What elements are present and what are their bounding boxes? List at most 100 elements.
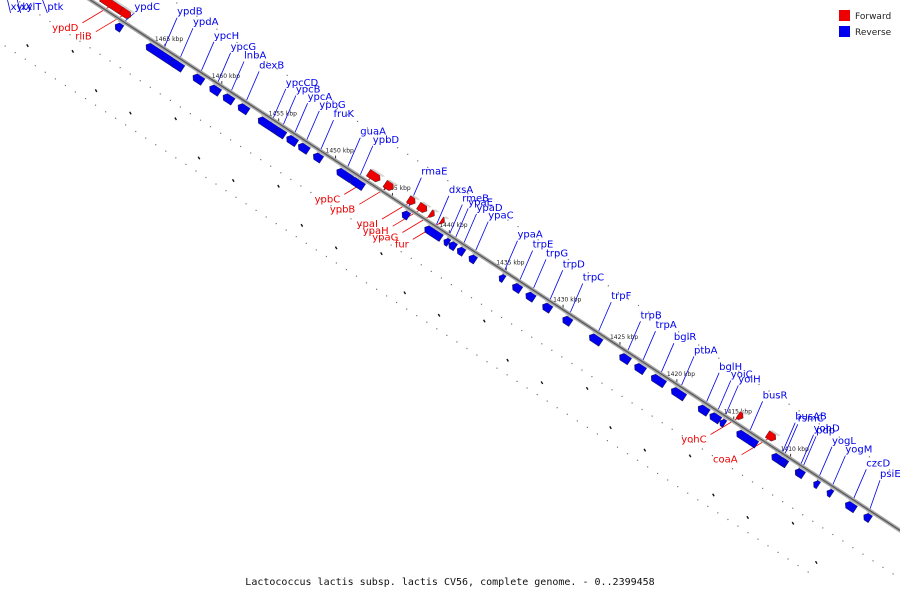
feature-dash [609, 426, 612, 430]
gene-label-ypcH[interactable]: ypcH [214, 31, 239, 42]
dot [868, 456, 870, 458]
gene-label-trpF[interactable]: trpF [611, 291, 631, 302]
gene-label-lnbA[interactable]: lnbA [244, 51, 266, 62]
dot [607, 285, 609, 287]
dot [848, 443, 850, 445]
gene-label-trpE[interactable]: trpE [533, 240, 554, 251]
gene-label-rsmC[interactable]: rsmC [798, 413, 824, 424]
gene-label-yohD[interactable]: yohD [814, 424, 840, 435]
dot [507, 219, 509, 221]
gene-label-trpA[interactable]: trpA [656, 320, 677, 331]
gene-label-ypaD[interactable]: ypaD [477, 203, 503, 214]
gene-label-yohC[interactable]: yohC [681, 435, 706, 446]
gene-label-ypbG[interactable]: ypbG [319, 100, 345, 111]
gene-label-trpC[interactable]: trpC [583, 273, 604, 284]
gene-label-bglH[interactable]: bglH [719, 362, 742, 373]
gene-label-ypbC[interactable]: ypbC [315, 194, 341, 205]
gene-label-coaA[interactable]: coaA [713, 455, 738, 466]
gene-label-busAB[interactable]: busAB [795, 412, 827, 423]
dot [457, 186, 459, 188]
dot [626, 453, 629, 455]
gene-label-ypbB[interactable]: ypbB [330, 204, 356, 215]
gene-yohC[interactable] [735, 410, 749, 423]
tick-label: 1435 kbp [496, 259, 524, 266]
gene-bevel [740, 410, 749, 415]
gene-label-ypaI[interactable]: ypaI [357, 219, 378, 230]
gene-features [99, 0, 876, 524]
gene-label-ypdD[interactable]: ypdD [52, 23, 79, 34]
dot [29, 7, 31, 9]
feature-dash [482, 319, 486, 323]
gene-label-guaA[interactable]: guaA [360, 127, 386, 138]
tick-label: 1460 kbp [212, 73, 240, 80]
gene-label-bglR[interactable]: bglR [674, 332, 696, 343]
gene-label-ypcA[interactable]: ypcA [308, 92, 333, 103]
gene-label-ptk[interactable]: ptk [47, 2, 63, 13]
dot [84, 98, 87, 100]
gene-label-ypcG[interactable]: ypcG [231, 42, 257, 53]
gene-label-ypaC[interactable]: ypaC [488, 211, 513, 222]
gene-arrow [826, 488, 835, 498]
tick-label: 1410 kbp [781, 446, 809, 453]
gene-label-ypaG[interactable]: ypaG [372, 233, 398, 244]
dot [698, 344, 700, 346]
gene-label-xylT[interactable]: xylT [21, 2, 43, 13]
gene-label-psiE[interactable]: psiE [880, 469, 900, 480]
gene-label-fruK[interactable]: fruK [334, 109, 355, 120]
dot [255, 209, 257, 211]
dot [842, 540, 844, 542]
gene-ypaH[interactable] [416, 200, 432, 215]
dot [430, 270, 432, 272]
gene-coaA[interactable] [764, 429, 781, 444]
gene-label-ptbA[interactable]: ptbA [694, 345, 718, 356]
gene-label-ypdB[interactable]: ypdB [177, 7, 203, 18]
gene-label-ypdA[interactable]: ypdA [193, 17, 219, 28]
callout-ptk [42, 0, 48, 14]
gene-label-yogL[interactable]: yogL [832, 436, 856, 447]
dot [772, 494, 774, 496]
gene-label-pdp[interactable]: pdp [816, 425, 835, 436]
dot [215, 183, 217, 185]
gene-label-ypaA[interactable]: ypaA [518, 230, 543, 241]
gene-label-rliB[interactable]: rliB [75, 32, 92, 43]
dot [230, 139, 232, 141]
gene-label-rmeB[interactable]: rmeB [462, 194, 489, 205]
gene-label-czcD[interactable]: czcD [866, 458, 890, 469]
gene-label-ypaE[interactable]: ypaE [468, 197, 493, 208]
gene-label-trpG[interactable]: trpG [546, 248, 568, 259]
gene-arrow [562, 315, 574, 327]
gene-label-trpB[interactable]: trpB [641, 310, 662, 321]
gene-ypaG[interactable] [427, 208, 440, 220]
gene-label-ypbD[interactable]: ypbD [373, 135, 400, 146]
dot [792, 507, 794, 509]
gene-label-ypcCD[interactable]: ypcCD [286, 78, 319, 89]
gene-label-dexB[interactable]: dexB [259, 60, 284, 71]
gene-ypbB[interactable] [382, 178, 399, 193]
gene-label-yoiC[interactable]: yoiC [731, 370, 753, 381]
gene-arrow [286, 134, 300, 148]
dot [717, 512, 719, 514]
dot [34, 65, 36, 67]
gene-label-yoiH[interactable]: yoiH [738, 374, 760, 385]
gene-label-ypcB[interactable]: ypcB [296, 85, 321, 96]
feature-dash [791, 521, 795, 525]
gene-fur[interactable] [438, 215, 450, 227]
gene-label-rmaE[interactable]: rmaE [421, 167, 447, 178]
dot [175, 157, 177, 159]
dot [356, 120, 359, 122]
dot [94, 104, 97, 106]
gene-label-trpD[interactable]: trpD [563, 259, 585, 270]
gene-label-xylX[interactable]: xylX [11, 2, 33, 13]
gene-label-ypdC[interactable]: ypdC [134, 2, 160, 13]
gene-label-busR[interactable]: busR [763, 390, 788, 401]
gene-ypbC[interactable] [365, 168, 386, 185]
gene-label-dxsA[interactable]: dxsA [449, 185, 473, 196]
gene-label-ypaH[interactable]: ypaH [363, 226, 389, 237]
gene-label-fur[interactable]: fur [395, 239, 410, 250]
dot [818, 423, 820, 425]
feature-dash [174, 117, 177, 121]
gene-ypaI[interactable] [406, 194, 421, 208]
gene-rliB[interactable] [118, 5, 136, 21]
gene-label-yogM[interactable]: yogM [845, 445, 872, 456]
dot [129, 73, 131, 75]
